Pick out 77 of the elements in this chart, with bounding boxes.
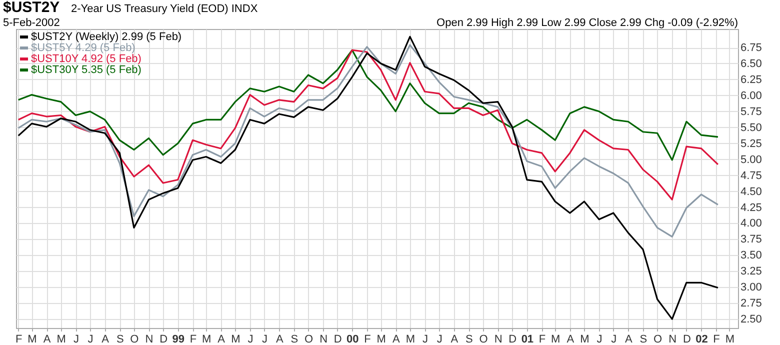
y-tick-label: 4.25	[740, 202, 762, 214]
x-tick-label: 02	[696, 334, 708, 345]
x-tick-label: J	[596, 334, 602, 345]
x-tick-label: D	[682, 334, 691, 345]
x-tick-label: M	[28, 334, 37, 345]
y-tick-label: 6.00	[740, 90, 762, 102]
x-tick-label: S	[290, 334, 298, 345]
y-tick-label: 3.75	[740, 234, 762, 246]
x-tick-label: A	[566, 334, 575, 345]
x-tick-label: A	[625, 334, 633, 345]
legend-label: $UST5Y 4.29 (5 Feb)	[31, 42, 136, 54]
x-tick-label: N	[494, 334, 502, 345]
y-tick-label: 6.25	[740, 74, 762, 86]
y-tick-label: 4.50	[740, 186, 762, 198]
x-tick-label: J	[248, 334, 254, 345]
x-tick-label: M	[725, 334, 734, 345]
x-tick-label: F	[538, 334, 546, 345]
legend-label: $UST2Y (Weekly) 2.99 (5 Feb)	[31, 31, 182, 43]
y-tick-label: 4.75	[740, 170, 762, 182]
x-tick-label: O	[130, 334, 140, 345]
y-tick-label: 5.25	[740, 138, 762, 150]
legend-label: $UST30Y 5.35 (5 Feb)	[31, 64, 142, 76]
x-tick-label: D	[160, 334, 168, 345]
text: Open 2.99 High 2.99 Low 2.99 Close 2.99 Chg -0.09 (-2.92%)	[436, 17, 738, 29]
chart-subtitle: 2-Year US Treasury Yield (EOD) INDX	[71, 3, 258, 15]
x-tick-label: F	[364, 334, 372, 345]
x-tick-label: D	[508, 334, 517, 345]
x-tick-label: N	[145, 334, 154, 345]
y-tick-label: 5.75	[740, 106, 762, 118]
x-tick-label: A	[43, 334, 52, 345]
y-tick-label: 3.00	[740, 282, 762, 294]
x-tick-label: 01	[521, 334, 534, 345]
text: 5-Feb-2002	[3, 17, 60, 29]
x-tick-label: F	[190, 334, 197, 345]
x-tick-label: J	[436, 334, 442, 345]
x-tick-label: S	[466, 334, 473, 345]
x-tick-label: D	[334, 334, 342, 345]
x-tick-label: J	[422, 334, 428, 345]
chart-title: $UST2Y	[3, 0, 60, 16]
x-tick-label: S	[116, 334, 124, 345]
y-tick-label: 6.75	[740, 42, 762, 54]
x-tick-label: 00	[346, 334, 359, 345]
x-tick-label: M	[231, 334, 240, 345]
x-tick-label: F	[16, 334, 23, 345]
x-tick-label: M	[376, 334, 386, 345]
x-tick-label: A	[450, 334, 459, 345]
y-tick-label: 5.00	[740, 154, 762, 166]
x-tick-label: J	[88, 334, 94, 345]
x-tick-label: F	[713, 334, 720, 345]
x-tick-label: M	[580, 334, 590, 345]
y-tick-label: 3.50	[740, 250, 762, 262]
x-tick-label: A	[392, 334, 400, 345]
x-tick-label: 99	[172, 334, 184, 345]
x-tick-label: M	[406, 334, 416, 345]
x-tick-label: M	[551, 334, 560, 345]
x-tick-label: N	[668, 334, 677, 345]
y-tick-label: 5.50	[740, 122, 762, 134]
x-tick-label: S	[640, 334, 648, 345]
y-tick-label: 2.75	[740, 298, 762, 310]
x-tick-label: J	[262, 334, 268, 345]
legend-label: $UST10Y 4.92 (5 Feb)	[31, 53, 142, 65]
y-tick-label: 2.50	[740, 314, 762, 326]
x-tick-label: A	[218, 334, 226, 345]
x-tick-label: N	[320, 334, 328, 345]
x-tick-label: J	[73, 334, 79, 345]
y-tick-label: 6.50	[740, 58, 762, 70]
x-tick-label: O	[304, 334, 314, 345]
x-tick-label: O	[479, 334, 488, 345]
x-tick-label: M	[202, 334, 212, 345]
y-tick-label: 3.25	[740, 266, 762, 278]
x-tick-label: A	[102, 334, 110, 345]
x-tick-label: M	[56, 334, 66, 345]
x-tick-label: A	[276, 334, 284, 345]
x-tick-label: J	[611, 334, 617, 345]
y-tick-label: 4.00	[740, 218, 762, 230]
line-series	[18, 44, 719, 238]
x-tick-label: O	[654, 334, 663, 345]
